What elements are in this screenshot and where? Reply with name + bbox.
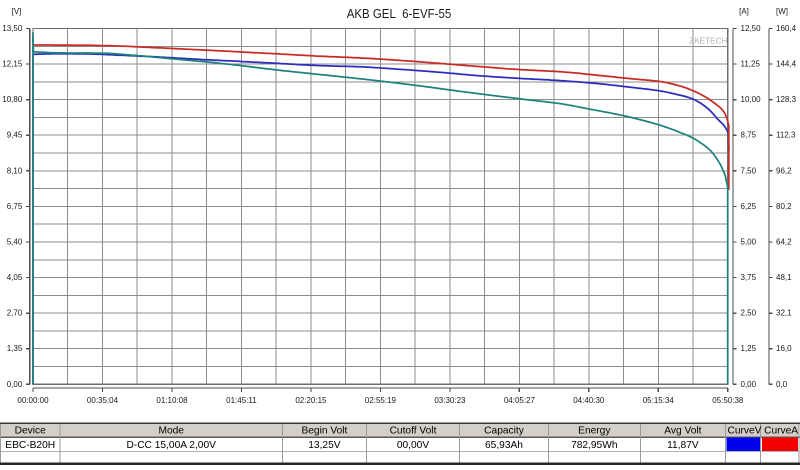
- svg-text:16,0: 16,0: [776, 344, 792, 353]
- svg-text:65,93Ah: 65,93Ah: [485, 440, 523, 451]
- svg-text:7,50: 7,50: [741, 166, 757, 175]
- svg-text:00,00V: 00,00V: [397, 440, 429, 451]
- svg-text:5,40: 5,40: [7, 238, 23, 247]
- svg-text:12,50: 12,50: [741, 24, 762, 33]
- svg-text:160,4: 160,4: [776, 24, 797, 33]
- svg-text:13,25V: 13,25V: [308, 440, 340, 451]
- svg-text:ZKETECH: ZKETECH: [689, 36, 727, 45]
- svg-text:Energy: Energy: [578, 426, 611, 437]
- svg-text:8,75: 8,75: [741, 131, 757, 140]
- svg-text:Mode: Mode: [158, 426, 184, 437]
- svg-text:80,2: 80,2: [776, 202, 792, 211]
- svg-text:00:35:04: 00:35:04: [87, 396, 119, 405]
- svg-text:Capacity: Capacity: [484, 426, 525, 437]
- svg-text:AKB GEL 6-EVF-55: AKB GEL 6-EVF-55: [347, 6, 452, 21]
- svg-text:[W]: [W]: [776, 7, 788, 16]
- svg-text:144,4: 144,4: [776, 60, 797, 69]
- svg-text:2,70: 2,70: [7, 309, 23, 318]
- svg-text:02:55:19: 02:55:19: [365, 396, 397, 405]
- svg-text:EBC-B20H: EBC-B20H: [5, 440, 55, 451]
- svg-text:CurveV: CurveV: [728, 426, 762, 437]
- svg-text:Begin Volt: Begin Volt: [301, 426, 347, 437]
- svg-text:D-CC 15,00A 2,00V: D-CC 15,00A 2,00V: [126, 440, 216, 451]
- svg-text:10,80: 10,80: [2, 95, 23, 104]
- svg-text:0,00: 0,00: [741, 380, 757, 389]
- svg-text:2,50: 2,50: [741, 309, 757, 318]
- svg-text:05:50:38: 05:50:38: [712, 396, 744, 405]
- svg-text:3,75: 3,75: [741, 273, 757, 282]
- svg-text:02:20:15: 02:20:15: [295, 396, 327, 405]
- svg-text:0,00: 0,00: [7, 380, 23, 389]
- svg-text:5,00: 5,00: [741, 238, 757, 247]
- svg-text:04:05:27: 04:05:27: [504, 396, 536, 405]
- svg-text:64,2: 64,2: [776, 238, 792, 247]
- svg-text:9,45: 9,45: [7, 131, 23, 140]
- svg-text:128,3: 128,3: [776, 95, 797, 104]
- svg-text:0,0: 0,0: [776, 380, 788, 389]
- svg-text:8,10: 8,10: [7, 166, 23, 175]
- svg-text:6,25: 6,25: [741, 202, 757, 211]
- svg-text:1,25: 1,25: [741, 344, 757, 353]
- svg-text:11,87V: 11,87V: [667, 440, 699, 451]
- svg-text:CurveA: CurveA: [764, 426, 798, 437]
- svg-text:13,50: 13,50: [2, 24, 23, 33]
- svg-text:112,3: 112,3: [776, 131, 796, 140]
- svg-text:48,1: 48,1: [776, 273, 792, 282]
- svg-text:Cutoff Volt: Cutoff Volt: [390, 426, 437, 437]
- svg-text:04:40:30: 04:40:30: [573, 396, 605, 405]
- svg-text:1,35: 1,35: [7, 344, 23, 353]
- svg-text:00:00:00: 00:00:00: [17, 396, 49, 405]
- svg-text:Avg Volt: Avg Volt: [664, 426, 701, 437]
- svg-text:[V]: [V]: [12, 7, 22, 16]
- svg-text:Device: Device: [15, 426, 46, 437]
- svg-text:32,1: 32,1: [776, 309, 792, 318]
- svg-text:01:45:11: 01:45:11: [226, 396, 257, 405]
- svg-text:01:10:08: 01:10:08: [156, 396, 188, 405]
- svg-text:11,25: 11,25: [741, 60, 761, 69]
- svg-text:05:15:34: 05:15:34: [643, 396, 675, 405]
- svg-text:782,95Wh: 782,95Wh: [571, 440, 617, 451]
- svg-text:6,75: 6,75: [7, 202, 23, 211]
- svg-text:10,00: 10,00: [741, 95, 762, 104]
- svg-text:96,2: 96,2: [776, 166, 792, 175]
- svg-text:[A]: [A]: [739, 7, 749, 16]
- svg-text:12,15: 12,15: [2, 60, 23, 69]
- svg-text:4,05: 4,05: [7, 273, 23, 282]
- svg-text:03:30:23: 03:30:23: [434, 396, 466, 405]
